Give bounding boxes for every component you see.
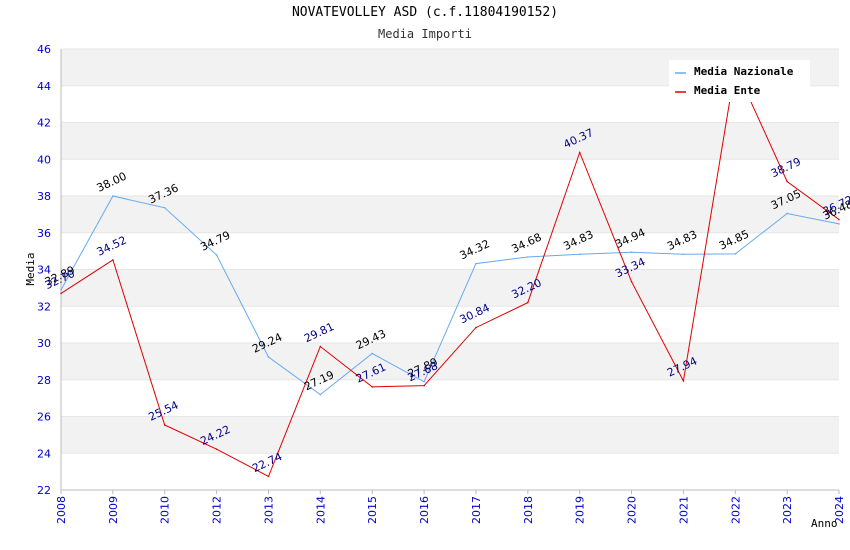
legend: Media Nazionale Media Ente xyxy=(669,60,810,102)
chart-title: NOVATEVOLLEY ASD (c.f.11804190152) xyxy=(291,5,559,20)
y-tick-label: 22 xyxy=(37,484,51,497)
data-point xyxy=(319,345,322,348)
x-tick-label: 2016 xyxy=(418,496,431,524)
x-tick-label: 2010 xyxy=(159,496,172,524)
data-point xyxy=(475,326,477,329)
data-point xyxy=(527,301,529,304)
x-tick-label: 2024 xyxy=(833,496,846,524)
data-point xyxy=(319,393,322,396)
data-point xyxy=(112,195,114,197)
series-line-media-ente xyxy=(60,65,840,478)
y-tick-label: 44 xyxy=(37,80,51,93)
data-point xyxy=(112,259,114,261)
data-point xyxy=(60,289,62,291)
x-tick-label: 2008 xyxy=(55,496,68,524)
data-point xyxy=(786,212,788,215)
y-tick-label: 36 xyxy=(37,227,51,240)
y-tick-label: 30 xyxy=(37,337,51,350)
plot-band xyxy=(61,379,839,417)
plot-band xyxy=(61,269,839,307)
x-tick-label: 2021 xyxy=(677,496,690,524)
x-tick-label: 2022 xyxy=(729,496,742,524)
x-tick-label: 2020 xyxy=(626,496,639,524)
data-point xyxy=(215,448,218,451)
data-point xyxy=(630,280,633,283)
x-tick-label: 2023 xyxy=(781,496,794,524)
x-tick-label: 2009 xyxy=(107,496,120,524)
data-point xyxy=(163,424,166,426)
plot-band xyxy=(61,159,839,196)
x-tick-label: 2018 xyxy=(522,496,535,524)
plot-band xyxy=(61,453,839,490)
plot-band xyxy=(61,306,839,343)
data-point xyxy=(371,386,374,388)
data-point xyxy=(682,380,685,382)
y-tick-label: 24 xyxy=(37,447,51,460)
data-point xyxy=(786,180,788,183)
x-tick-label: 2012 xyxy=(211,496,224,524)
chart-subtitle: Media Importi xyxy=(378,27,472,41)
y-tick-label: 40 xyxy=(37,153,51,166)
data-point xyxy=(838,223,840,225)
y-tick-label: 26 xyxy=(37,411,51,424)
data-point xyxy=(527,256,529,258)
y-tick-label: 34 xyxy=(37,264,51,277)
plot-band xyxy=(61,343,839,380)
y-tick-label: 38 xyxy=(37,190,51,203)
x-axis-label: Anno xyxy=(811,517,838,530)
data-point xyxy=(838,218,840,221)
x-tick-label: 2013 xyxy=(262,496,275,524)
data-point xyxy=(423,384,425,387)
x-tick-label: 2015 xyxy=(366,496,379,524)
plot-band xyxy=(61,196,839,233)
plot-band xyxy=(61,416,839,454)
y-tick-labels: 22 24 26 28 30 32 34 36 38 40 42 44 46 xyxy=(37,43,51,497)
plot-band xyxy=(61,122,839,160)
x-tick-labels: 2008 2009 2010 2012 2013 2014 2015 2016 2017 2018… xyxy=(55,496,846,524)
plot-band xyxy=(61,232,839,270)
data-point xyxy=(734,253,737,255)
data-point xyxy=(371,352,374,355)
grid-lines xyxy=(61,48,839,491)
y-axis-label: Media xyxy=(24,252,37,285)
data-point xyxy=(267,356,270,358)
y-tick-label: 28 xyxy=(37,374,51,387)
data-point xyxy=(215,254,218,256)
data-point xyxy=(578,253,581,256)
y-tick-label: 32 xyxy=(37,300,51,313)
data-point xyxy=(682,253,685,256)
data-point xyxy=(630,251,633,254)
legend-label-media-ente: Media Ente xyxy=(694,84,761,97)
data-point xyxy=(423,380,425,383)
legend-label-media-nazionale: Media Nazionale xyxy=(694,65,794,78)
y-tick-label: 46 xyxy=(37,43,51,56)
x-tick-label: 2014 xyxy=(314,496,327,524)
y-tick-label: 42 xyxy=(37,117,51,130)
x-tick-label: 2019 xyxy=(574,496,587,524)
series-lines xyxy=(60,65,840,478)
legend-box xyxy=(669,60,810,102)
series-line-media-nazionale xyxy=(60,195,840,396)
data-point xyxy=(267,475,270,478)
data-point xyxy=(163,206,166,209)
data-point xyxy=(60,292,62,295)
data-point xyxy=(475,262,477,265)
data-point xyxy=(578,151,581,154)
x-tick-label: 2017 xyxy=(470,496,483,524)
axes xyxy=(60,49,840,494)
